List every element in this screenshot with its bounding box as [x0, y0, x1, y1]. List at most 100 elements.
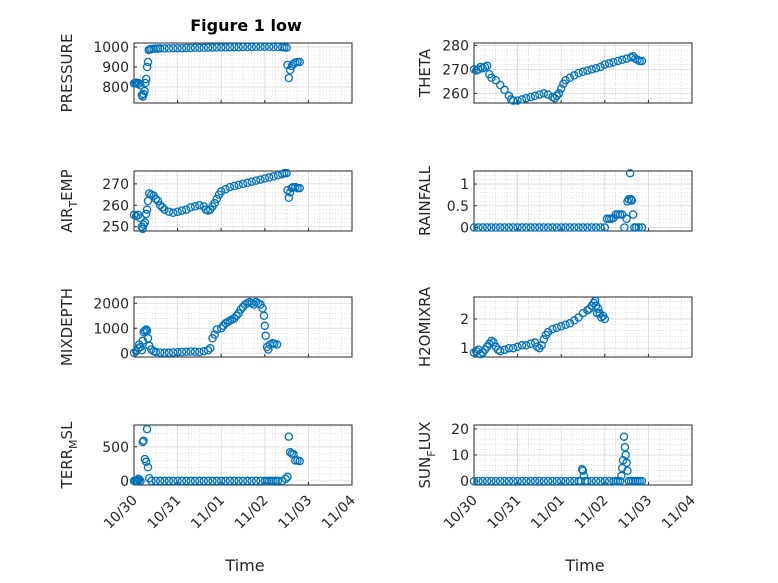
data-point — [173, 43, 182, 53]
y-axis-label: PRESSURE — [58, 34, 76, 113]
data-point — [543, 90, 553, 99]
y-axis-label: THETA — [416, 48, 434, 98]
data-series — [129, 168, 304, 234]
data-point — [264, 42, 274, 52]
subplot-6: 1 2 H2OMIXRA — [416, 286, 693, 367]
x-tick-label: 11/01 — [188, 493, 228, 533]
y-axis-label: AIRTEMP — [58, 169, 80, 232]
data-point — [613, 56, 623, 66]
data-point — [155, 476, 165, 486]
data-point — [260, 321, 270, 331]
data-point — [256, 42, 265, 52]
data-point — [221, 476, 230, 486]
data-series — [129, 424, 304, 486]
data-point — [482, 223, 492, 232]
data-point — [140, 218, 150, 227]
data-point — [190, 202, 200, 211]
data-point — [143, 57, 153, 67]
data-point — [513, 342, 522, 352]
data-point — [243, 178, 252, 188]
data-point — [526, 92, 535, 102]
data-point — [500, 476, 509, 486]
data-point — [530, 223, 540, 232]
data-point — [269, 172, 278, 181]
data-point — [195, 347, 204, 357]
data-point — [469, 476, 479, 486]
data-point — [504, 343, 514, 353]
data-point — [295, 456, 304, 466]
data-point — [142, 205, 152, 214]
data-point — [539, 89, 549, 98]
subplot-5: 0 1000 2000 MIXDEPTH — [58, 288, 353, 366]
data-point — [600, 223, 610, 232]
data-point — [561, 320, 570, 330]
data-point — [136, 476, 145, 486]
data-point — [552, 476, 562, 486]
data-point — [495, 346, 505, 356]
data-point — [186, 43, 195, 53]
data-point — [508, 343, 518, 353]
data-point — [604, 59, 614, 68]
data-point — [273, 42, 283, 52]
data-point — [238, 476, 248, 486]
subplot-2: 260 270 280 THETA — [416, 38, 693, 105]
data-point — [137, 346, 147, 355]
y-tick-label: 270 — [102, 177, 129, 193]
data-point — [260, 42, 270, 52]
data-point — [609, 57, 618, 67]
data-point — [550, 93, 559, 103]
data-point — [487, 223, 496, 232]
data-point — [627, 196, 637, 205]
data-point — [247, 177, 256, 186]
y-axis-label: TERRMSL — [58, 421, 80, 490]
data-point — [543, 223, 553, 232]
data-point — [489, 338, 498, 347]
data-point — [617, 471, 626, 481]
subplot-7: 0 500 TERRMSL 10/30 10/31 11/01 11/02 11/03 11/0… — [58, 421, 359, 575]
data-point — [160, 44, 169, 53]
data-point — [138, 336, 147, 346]
figure-title: Figure 1 low — [190, 16, 302, 35]
y-tick-label: 250 — [102, 220, 129, 236]
data-point — [230, 476, 239, 486]
data-series — [469, 296, 610, 359]
y-tick-label: 260 — [102, 198, 129, 214]
data-point — [590, 296, 600, 306]
data-point — [225, 182, 235, 192]
data-point — [552, 323, 562, 332]
data-point — [283, 472, 292, 482]
data-point — [287, 183, 297, 193]
data-point — [578, 223, 588, 232]
data-point — [623, 466, 632, 475]
y-tick-label: 1000 — [93, 321, 129, 337]
data-point — [142, 424, 152, 434]
data-point — [522, 476, 531, 486]
data-point — [478, 476, 487, 486]
y-tick-label: 0 — [120, 346, 129, 362]
data-point — [134, 79, 144, 88]
data-point — [155, 44, 165, 53]
data-point — [210, 198, 219, 208]
data-point — [565, 476, 575, 486]
data-point — [554, 89, 564, 98]
data-point — [637, 476, 647, 486]
data-point — [195, 43, 204, 53]
data-point — [604, 476, 614, 486]
data-point — [535, 476, 544, 486]
data-point — [600, 60, 610, 69]
data-point — [238, 179, 248, 189]
y-tick-label: 1 — [460, 341, 469, 357]
data-series — [469, 168, 647, 232]
data-point — [495, 223, 505, 232]
y-tick-label: 10 — [451, 448, 469, 464]
y-axis-label: RAINFALL — [416, 165, 434, 236]
data-point — [474, 223, 483, 232]
data-point — [190, 347, 200, 357]
data-point — [594, 304, 603, 313]
data-point — [142, 62, 152, 72]
data-point — [208, 476, 217, 486]
data-point — [155, 348, 165, 357]
data-point — [556, 84, 566, 93]
data-point — [238, 42, 248, 52]
data-point — [474, 476, 483, 486]
